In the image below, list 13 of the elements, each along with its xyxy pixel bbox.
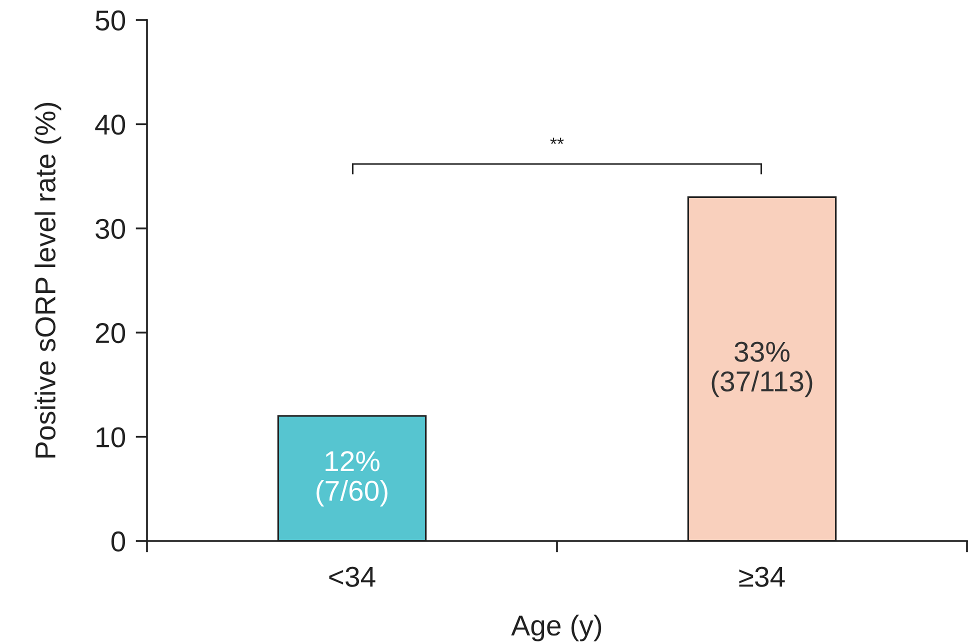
data-label: 12% (7/60) [316,451,388,507]
y-tick-label: 0 [111,531,126,552]
x-tick-label: <34 [329,566,376,587]
x-tick-label: ≥34 [739,566,785,587]
data-label: 33% (37/113) [712,342,812,398]
y-tick-label: 20 [96,323,126,344]
y-tick-label: 40 [95,114,126,135]
y-tick-label: 10 [96,427,126,448]
annotation: ** [550,138,564,144]
y-tick-label: 30 [96,218,126,239]
x-axis-title: Age (y) [511,614,602,642]
y-axis-title: Positive sORP level rate (%) [34,102,62,458]
y-tick-label: 50 [96,10,126,31]
